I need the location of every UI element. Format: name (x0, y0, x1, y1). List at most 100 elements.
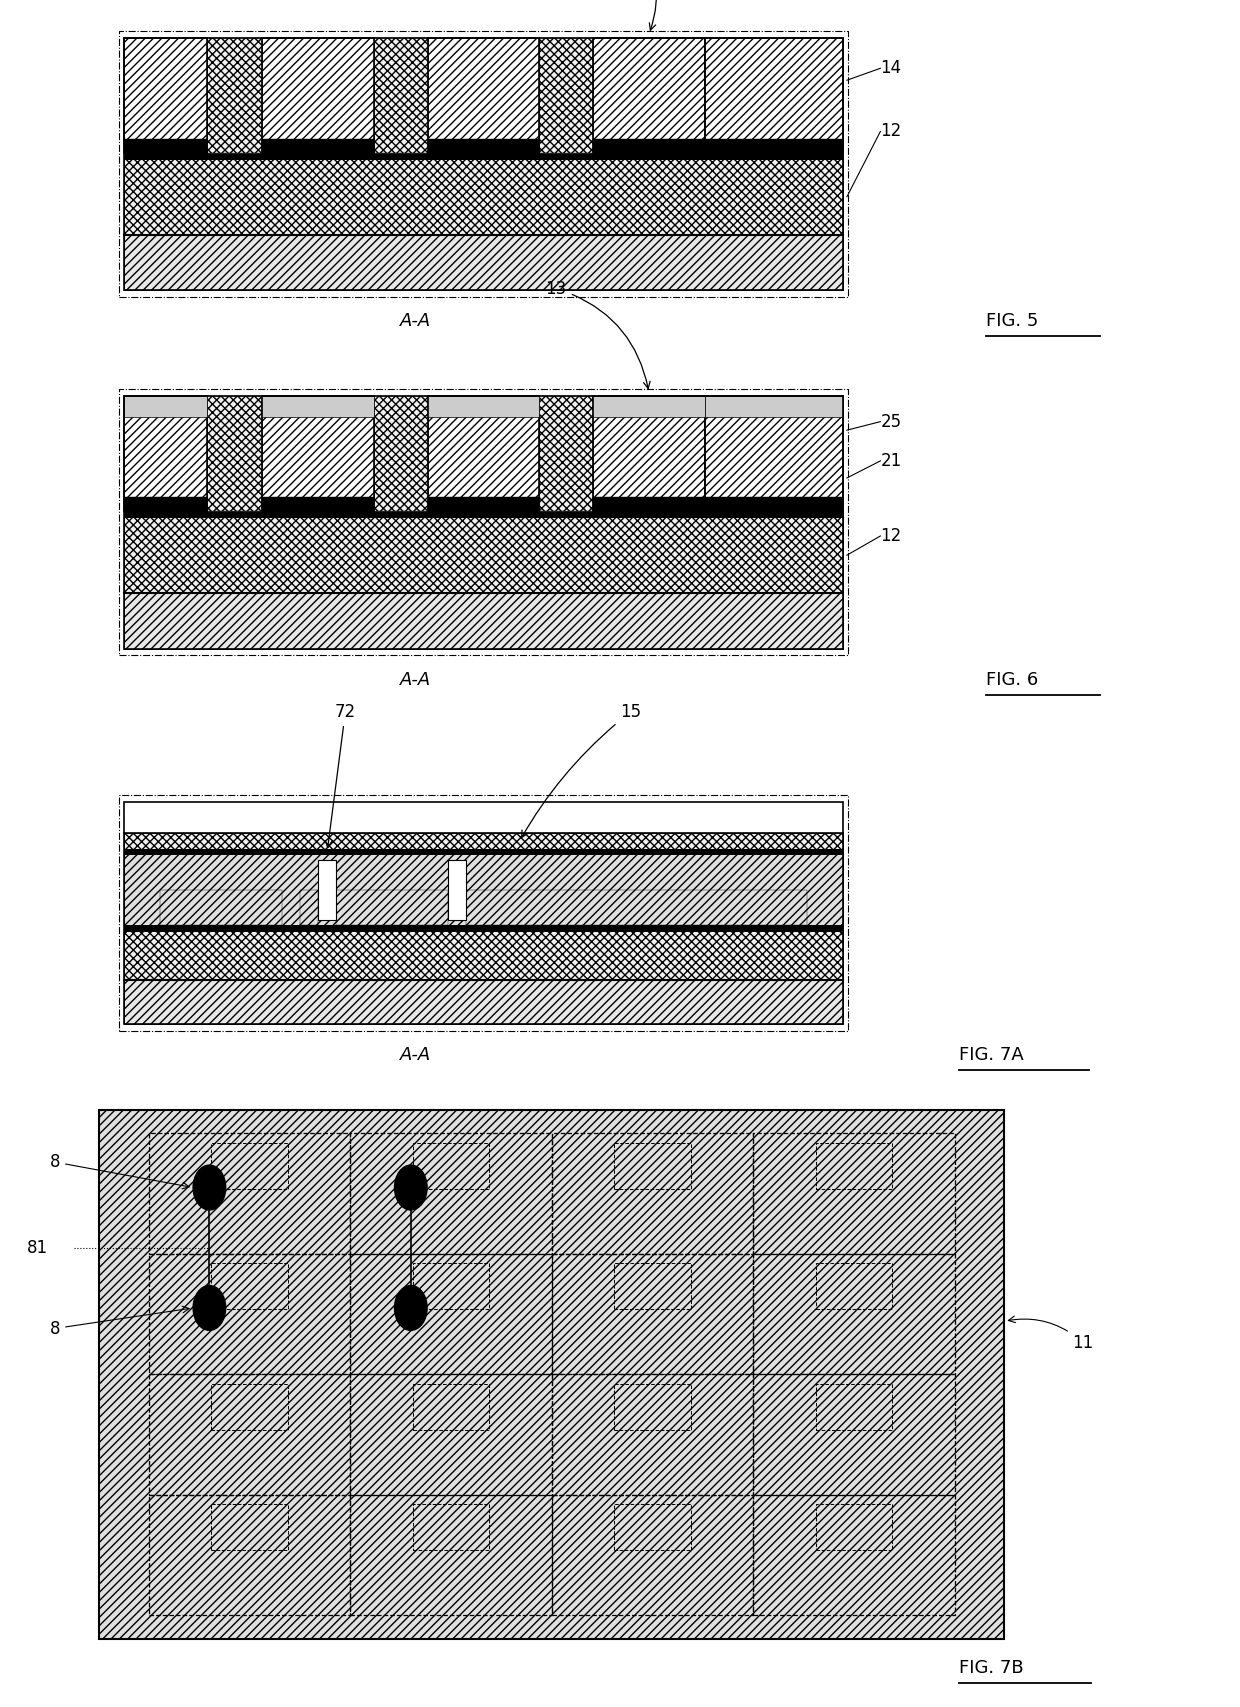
Bar (816, 1144, 892, 1188)
Bar (124, 234, 843, 290)
Bar (124, 396, 843, 649)
Bar (593, 38, 704, 152)
Bar (351, 1253, 552, 1374)
Bar (207, 396, 263, 510)
Bar (466, 889, 807, 925)
Bar (212, 1384, 288, 1429)
Bar (207, 38, 263, 152)
Bar (552, 1253, 753, 1374)
Bar (263, 396, 374, 510)
Bar (319, 860, 336, 920)
Bar (149, 1253, 351, 1374)
Circle shape (193, 1166, 226, 1210)
Bar (124, 802, 843, 1024)
Bar (124, 152, 843, 159)
Circle shape (394, 1166, 427, 1210)
Text: 8: 8 (50, 1306, 190, 1338)
Bar (539, 396, 593, 510)
Text: 81: 81 (27, 1239, 48, 1256)
Bar (428, 396, 539, 417)
Bar (448, 860, 466, 920)
Bar (593, 38, 704, 152)
Bar (704, 38, 843, 152)
Text: FIG. 6: FIG. 6 (986, 671, 1038, 690)
Bar (552, 1495, 753, 1615)
Bar (124, 396, 207, 417)
Text: 14: 14 (880, 60, 901, 77)
Bar (753, 1133, 955, 1253)
Bar (593, 138, 704, 152)
Bar (413, 1504, 490, 1550)
Circle shape (394, 1285, 427, 1330)
Bar (124, 980, 843, 1024)
Bar (614, 1384, 691, 1429)
Text: 11: 11 (1008, 1316, 1094, 1352)
Bar (816, 1384, 892, 1429)
Bar (212, 1263, 288, 1309)
Bar (593, 396, 704, 417)
Bar (263, 38, 374, 152)
Text: 8: 8 (50, 1152, 190, 1188)
Bar (704, 396, 843, 510)
Bar (614, 1263, 691, 1309)
Bar (552, 1133, 753, 1253)
Bar (753, 1253, 955, 1374)
Bar (119, 795, 848, 1031)
Bar (374, 396, 428, 510)
Bar (124, 855, 843, 925)
Text: 72: 72 (325, 703, 356, 847)
Bar (374, 38, 428, 152)
Bar (119, 31, 848, 297)
Text: FIG. 7B: FIG. 7B (959, 1659, 1023, 1678)
Text: FIG. 5: FIG. 5 (986, 312, 1038, 331)
Bar (704, 396, 843, 510)
Bar (149, 1495, 351, 1615)
Bar (263, 497, 374, 510)
Bar (351, 1495, 552, 1615)
Text: 12: 12 (880, 527, 901, 545)
Bar (124, 592, 843, 649)
Bar (119, 389, 848, 655)
Bar (124, 517, 843, 592)
Bar (124, 833, 843, 848)
Bar (99, 1110, 1004, 1639)
Bar (428, 138, 539, 152)
Bar (614, 1504, 691, 1550)
Bar (149, 1374, 351, 1495)
Bar (351, 1374, 552, 1495)
Bar (124, 38, 843, 290)
Bar (816, 1504, 892, 1550)
Bar (263, 138, 374, 152)
Bar (753, 1374, 955, 1495)
Bar (413, 1384, 490, 1429)
Bar (704, 138, 843, 152)
Bar (124, 38, 207, 152)
Bar (124, 138, 207, 152)
Bar (124, 159, 843, 234)
Bar (428, 38, 539, 152)
Bar (263, 396, 374, 510)
Bar (704, 497, 843, 510)
Text: 12: 12 (880, 123, 901, 140)
Bar (428, 396, 539, 510)
Bar (336, 889, 448, 925)
Text: 41: 41 (608, 0, 656, 31)
Bar (124, 497, 207, 510)
Bar (539, 38, 593, 152)
Bar (704, 38, 843, 152)
Bar (124, 510, 843, 517)
Bar (552, 1374, 753, 1495)
Bar (263, 38, 374, 152)
Bar (593, 396, 704, 510)
Bar (124, 38, 207, 152)
Text: A-A: A-A (399, 1046, 432, 1065)
Bar (428, 38, 539, 152)
Bar (212, 1504, 288, 1550)
Bar (428, 497, 539, 510)
Bar (593, 396, 704, 510)
Text: FIG. 7A: FIG. 7A (959, 1046, 1023, 1065)
Bar (614, 1144, 691, 1188)
Bar (124, 396, 207, 510)
Bar (413, 1144, 490, 1188)
Bar (428, 396, 539, 510)
